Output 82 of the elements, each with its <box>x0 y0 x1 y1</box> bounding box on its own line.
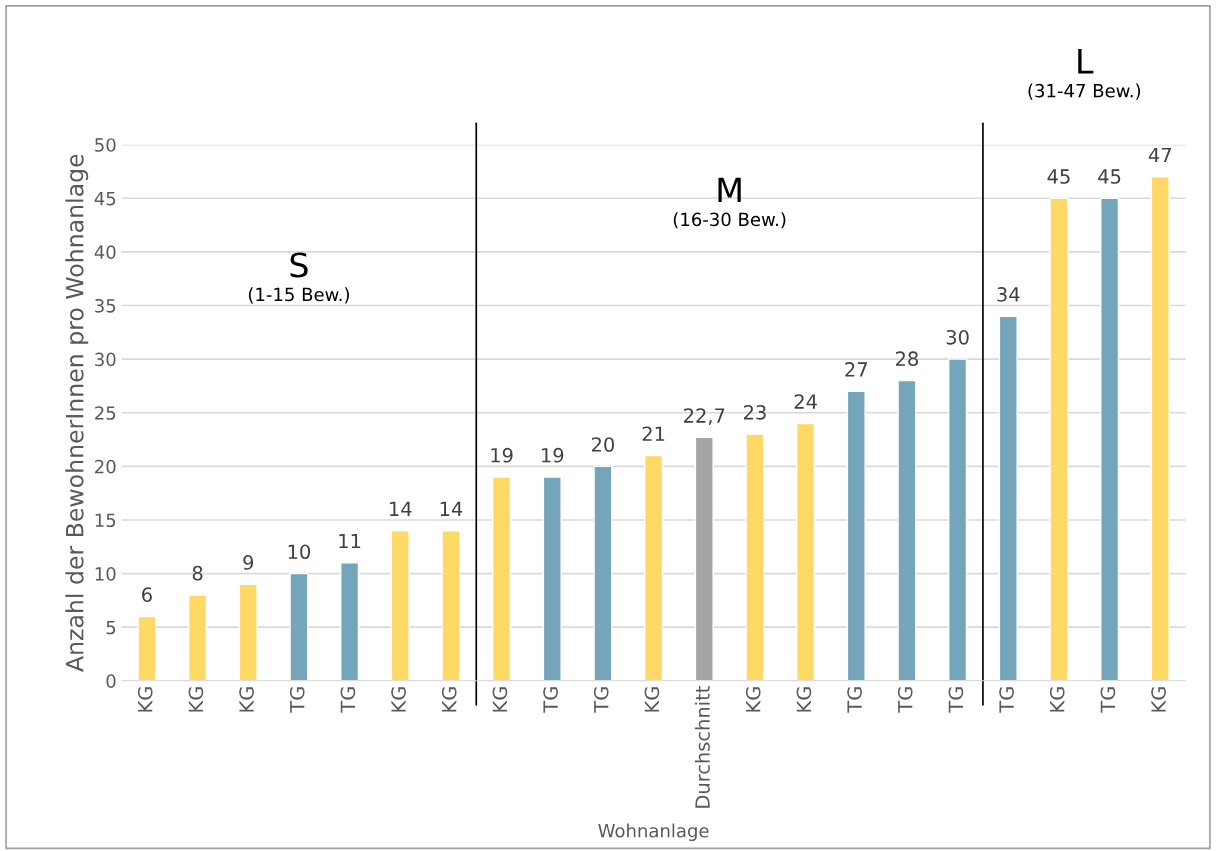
x-tick-label: TG <box>593 687 609 713</box>
data-label: 47 <box>1148 147 1171 163</box>
data-label: 19 <box>491 447 513 463</box>
x-tick-label: TG <box>543 687 558 713</box>
y-tick-label: 35 <box>95 298 116 313</box>
x-tick-label: KG <box>745 687 761 712</box>
bar <box>188 594 208 681</box>
y-tick-label: 20 <box>95 459 116 474</box>
annotation: M <box>718 177 741 203</box>
y-axis-title: Anzahl der BewohnerInnen pro Wohnanlage <box>65 154 89 672</box>
x-axis-title: Wohnanlage <box>598 823 709 841</box>
data-label: 22,7 <box>684 408 725 425</box>
y-tick-label: 25 <box>95 406 116 420</box>
x-tick-label: TG <box>289 687 305 713</box>
data-label: 27 <box>845 362 867 377</box>
y-tick-label: 10 <box>95 567 116 581</box>
x-tick-label: KG <box>644 687 660 712</box>
bar <box>1150 176 1170 681</box>
x-tick-label: KG <box>1151 687 1166 712</box>
x-tick-label: KG <box>188 687 204 712</box>
bar <box>796 422 816 681</box>
bar <box>238 583 258 681</box>
bar <box>137 615 157 681</box>
bar <box>593 465 613 681</box>
bar <box>948 358 968 681</box>
x-tick-label: TG <box>1100 687 1116 713</box>
x-tick-label: KG <box>1049 687 1065 712</box>
bar <box>390 529 410 681</box>
y-tick-label: 30 <box>95 352 116 367</box>
x-tick-label: Durchschnitt <box>694 686 710 808</box>
bar <box>998 315 1018 681</box>
x-tick-label: KG <box>441 687 457 712</box>
annotation: (1-15 Bew.) <box>248 287 349 304</box>
data-label: 23 <box>743 404 766 420</box>
x-tick-label: KG <box>137 687 153 712</box>
bar <box>441 529 461 681</box>
bar <box>1100 197 1120 681</box>
data-label: 20 <box>591 437 615 452</box>
y-tick-label: 5 <box>106 620 116 635</box>
x-tick-label: TG <box>897 687 913 713</box>
bar <box>340 562 360 681</box>
x-tick-label: KG <box>391 687 406 712</box>
bar <box>492 476 512 681</box>
text: L <box>1078 49 1094 74</box>
data-label: 14 <box>440 501 463 516</box>
bar <box>1049 197 1069 681</box>
data-label: 8 <box>192 565 203 581</box>
data-label: 10 <box>288 544 311 560</box>
bar <box>897 379 917 681</box>
text: (31-47 Bew.) <box>1028 83 1141 100</box>
annotation: S <box>290 252 308 278</box>
annotation: (16-30 Bew.) <box>673 212 786 229</box>
x-tick-label: TG <box>847 687 862 713</box>
data-label: 11 <box>339 533 361 549</box>
data-label: 19 <box>542 447 564 463</box>
x-tick-label: TG <box>999 687 1014 713</box>
x-tick-label: TG <box>340 687 356 713</box>
data-label: 45 <box>1098 169 1121 184</box>
data-label: 28 <box>895 351 918 367</box>
y-tick-label: 0 <box>106 674 116 688</box>
y-tick-label: 15 <box>95 513 116 528</box>
bar <box>745 433 765 681</box>
bar <box>289 572 309 681</box>
data-label: 6 <box>142 587 152 602</box>
data-label: 30 <box>946 329 969 345</box>
data-label: 21 <box>642 426 665 441</box>
data-label: 24 <box>794 394 817 409</box>
bar <box>644 454 664 681</box>
x-tick-label: KG <box>492 687 508 712</box>
x-tick-label: TG <box>948 687 964 713</box>
y-tick-label: 45 <box>94 191 116 206</box>
data-label: 45 <box>1047 169 1070 184</box>
bar <box>846 390 866 681</box>
data-label: 14 <box>390 501 412 516</box>
bar <box>694 436 714 681</box>
y-tick-label: 40 <box>94 245 116 260</box>
data-label: 9 <box>243 555 254 570</box>
y-tick-label: 50 <box>95 138 116 152</box>
x-tick-label: KG <box>796 687 812 712</box>
bar <box>542 476 562 681</box>
data-label: 34 <box>997 287 1020 302</box>
x-tick-label: KG <box>239 687 254 712</box>
